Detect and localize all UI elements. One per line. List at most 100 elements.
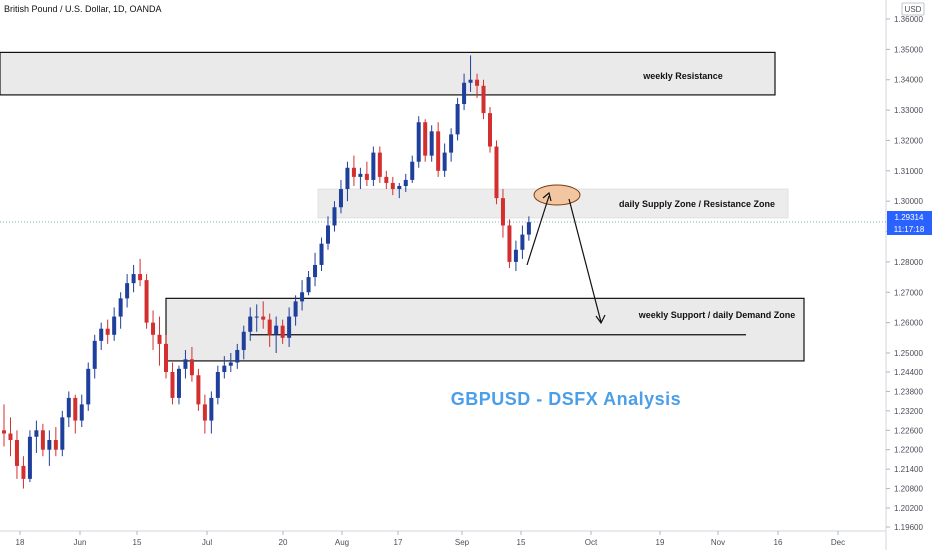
candle-body <box>507 225 512 262</box>
candle <box>371 146 376 186</box>
candle-body <box>47 440 52 450</box>
candle <box>53 427 58 457</box>
candle-body <box>377 152 382 177</box>
candle-body <box>358 173 363 177</box>
candle-body <box>183 359 188 369</box>
last-price-value: 1.29314 <box>895 213 924 222</box>
y-tick-label: 1.20800 <box>894 485 923 494</box>
candle <box>319 237 324 272</box>
candle <box>364 161 369 186</box>
y-tick-label: 1.28000 <box>894 258 923 267</box>
candle-body <box>526 222 531 235</box>
x-tick-label: 18 <box>16 538 25 547</box>
candle <box>345 161 350 202</box>
weekly-resistance-label: weekly Resistance <box>642 71 723 81</box>
candle-body <box>228 362 233 366</box>
y-tick-label: 1.20200 <box>894 504 923 513</box>
candle-body <box>118 298 123 317</box>
candle-body <box>494 146 499 199</box>
candle <box>468 55 473 92</box>
candle-body <box>112 316 117 335</box>
candle <box>99 322 104 350</box>
candle-body <box>280 325 285 338</box>
candle <box>86 362 91 411</box>
down-arrow-line[interactable] <box>568 198 602 323</box>
candle-body <box>99 328 104 341</box>
candle <box>475 73 480 98</box>
candle <box>513 240 518 272</box>
candle <box>332 201 337 232</box>
candle-body <box>500 198 505 226</box>
candle-body <box>300 292 305 302</box>
zone-rect[interactable] <box>0 51 776 96</box>
y-tick-label: 1.21400 <box>894 465 923 474</box>
candle <box>209 391 214 434</box>
candle <box>397 182 402 199</box>
candle-body <box>144 280 149 323</box>
y-tick-label: 1.19600 <box>894 523 923 532</box>
y-tick-label: 1.23200 <box>894 407 923 416</box>
candle-body <box>351 167 356 177</box>
candle <box>520 225 525 259</box>
candle-body <box>319 243 324 265</box>
candle <box>313 252 318 287</box>
candle <box>500 189 505 238</box>
candle-body <box>332 207 337 226</box>
candle-body <box>520 234 525 250</box>
candle <box>494 140 499 205</box>
candle <box>241 325 246 360</box>
candle-body <box>442 152 447 171</box>
candle <box>462 73 467 111</box>
candle <box>280 319 285 344</box>
candle <box>526 216 531 241</box>
candle <box>338 179 343 214</box>
candle-body <box>2 430 6 434</box>
candle-body <box>513 249 518 262</box>
daily-supply-label: daily Supply Zone / Resistance Zone <box>619 199 775 209</box>
candle-body <box>209 397 214 421</box>
candle-body <box>390 182 395 190</box>
candle-body <box>326 225 330 244</box>
candle <box>293 295 298 326</box>
last-price-badge <box>887 211 932 223</box>
x-tick-label: Aug <box>335 538 349 547</box>
candle-body <box>215 372 220 398</box>
y-tick-label: 1.25000 <box>894 349 923 358</box>
candle <box>228 353 233 372</box>
candle <box>300 280 305 311</box>
candle <box>14 430 19 479</box>
candle-body <box>364 173 369 180</box>
candle <box>442 143 447 177</box>
y-tick-label: 1.22000 <box>894 446 923 455</box>
candle <box>118 292 123 329</box>
x-tick-label: Oct <box>585 538 598 547</box>
weekly-support-label: weekly Support / daily Demand Zone <box>638 310 796 320</box>
candle-body <box>488 113 492 147</box>
candle <box>8 417 13 457</box>
candle-body <box>131 274 136 284</box>
candle-body <box>202 404 207 421</box>
zone-rect[interactable] <box>165 297 805 362</box>
target-ellipse[interactable] <box>533 184 581 206</box>
candle <box>261 301 266 329</box>
candle <box>2 404 6 447</box>
bar-countdown: 11:17:18 <box>894 225 925 234</box>
countdown-badge <box>887 223 932 235</box>
candle-body <box>79 404 84 421</box>
x-tick-label: 20 <box>279 538 288 547</box>
candle <box>488 107 492 153</box>
up-arrow-line[interactable] <box>526 195 550 266</box>
candle <box>287 307 292 347</box>
candle-body <box>14 440 19 466</box>
candle <box>34 420 39 453</box>
candle-body <box>287 316 292 338</box>
currency-label: USD <box>905 5 922 14</box>
candle <box>507 219 512 268</box>
candle-body <box>345 167 350 190</box>
candle-body <box>196 375 201 405</box>
up-arrow-head <box>542 191 552 202</box>
candle-body <box>306 277 311 293</box>
down-arrow-head <box>595 314 606 325</box>
currency-badge[interactable] <box>901 2 925 16</box>
